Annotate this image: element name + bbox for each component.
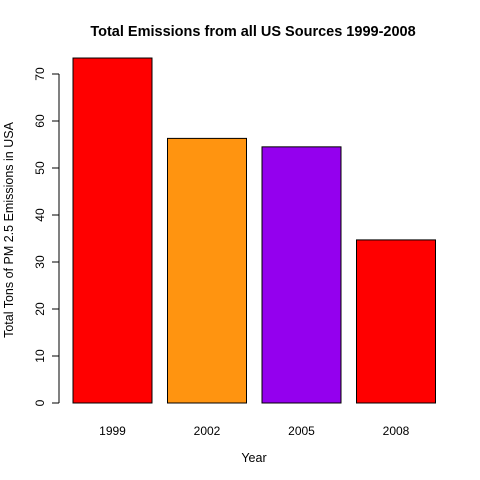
x-axis-label: Year <box>241 451 266 465</box>
bar-2002 <box>167 137 247 404</box>
y-tick-label-70: 70 <box>33 67 47 81</box>
y-tick-label-0: 0 <box>33 399 47 406</box>
y-tick-label-10: 10 <box>33 349 47 363</box>
y-axis: 0 10 20 30 40 50 60 70 <box>33 67 60 406</box>
y-tick-label-20: 20 <box>33 302 47 316</box>
bar-1999 <box>72 57 153 404</box>
y-tick-label-30: 30 <box>33 255 47 269</box>
x-tick-label-2008: 2008 <box>383 424 410 438</box>
y-tick-label-50: 50 <box>33 161 47 175</box>
bar-group <box>72 57 436 404</box>
x-tick-label-2002: 2002 <box>194 424 221 438</box>
bar-2005 <box>261 146 342 404</box>
y-axis-label: Total Tons of PM 2.5 Emissions in USA <box>2 121 16 337</box>
x-tick-label-2005: 2005 <box>288 424 315 438</box>
x-tick-label-1999: 1999 <box>99 424 126 438</box>
y-tick-label-40: 40 <box>33 208 47 222</box>
chart-title: Total Emissions from all US Sources 1999… <box>90 24 415 40</box>
bar-2008 <box>356 239 436 404</box>
y-tick-label-60: 60 <box>33 114 47 128</box>
x-tick-labels: 1999 2002 2005 2008 <box>99 424 410 438</box>
